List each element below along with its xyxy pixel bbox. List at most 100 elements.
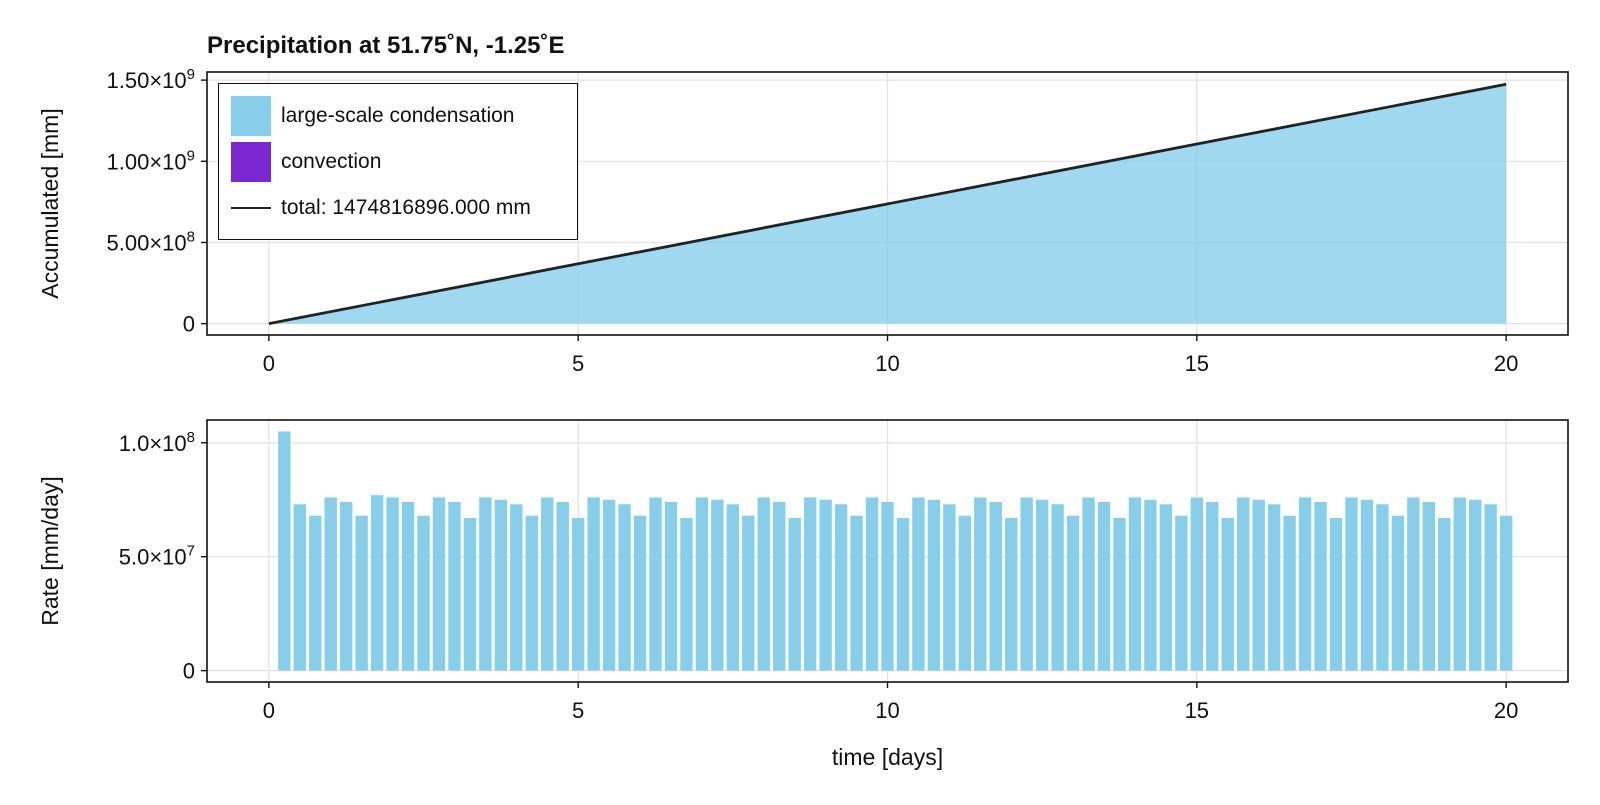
chart-title: Precipitation at 51.75˚N, -1.25˚E (207, 32, 565, 59)
bar (432, 497, 446, 671)
bar (649, 497, 662, 671)
bar (1051, 504, 1064, 671)
bar (494, 499, 508, 671)
bar (757, 497, 770, 671)
area-large-scale-condensation (268, 84, 1507, 324)
x-tick-label: 10 (875, 351, 899, 376)
x-tick-label: 15 (1185, 698, 1209, 723)
legend-item-total: total: 1474816896.000 mm (231, 188, 531, 228)
y-tick-label: 1.00×109 (107, 147, 195, 174)
bar (324, 497, 337, 671)
bar (989, 502, 1002, 671)
bar (1097, 502, 1111, 671)
bar (1453, 497, 1466, 671)
bar (865, 497, 879, 671)
bar (448, 502, 461, 671)
bar (1499, 515, 1513, 671)
bar (618, 504, 631, 671)
bar (541, 497, 554, 671)
x-tick-label: 20 (1494, 351, 1518, 376)
y-tick-label: 5.0×107 (119, 543, 195, 570)
bar (1345, 497, 1358, 671)
bar (571, 517, 585, 671)
legend-item-large-scale-condensation: large-scale condensation (231, 96, 514, 136)
legend-item-convection: convection (231, 142, 381, 182)
bar (1407, 497, 1420, 671)
y-tick-label: 0 (183, 312, 195, 337)
bar (340, 502, 353, 671)
legend-label: convection (281, 150, 382, 173)
bar (974, 497, 987, 671)
y-tick-label: 0 (183, 659, 195, 684)
bar (896, 517, 910, 671)
bar (1113, 517, 1126, 671)
bar (711, 499, 724, 671)
bar (1298, 497, 1312, 671)
bar (293, 504, 306, 671)
bar (773, 502, 786, 671)
x-tick-label: 10 (875, 698, 899, 723)
x-tick-label: 0 (263, 698, 275, 723)
bar (1128, 497, 1142, 671)
x-axis-label: time [days] (832, 744, 943, 770)
bar (1252, 499, 1265, 671)
bar (943, 504, 956, 671)
bar (1175, 515, 1188, 671)
bar (417, 515, 430, 671)
legend-line-total (231, 206, 271, 210)
bar (788, 517, 801, 671)
bar (1082, 497, 1095, 671)
bar (1221, 517, 1234, 671)
bar (633, 515, 647, 671)
bar (819, 499, 832, 671)
bar (834, 504, 848, 671)
bar (1376, 504, 1389, 671)
bar (881, 502, 894, 671)
bar (479, 497, 492, 671)
bar (1438, 517, 1451, 671)
y-axis-label: Rate [mm/day] (37, 476, 63, 626)
bar (803, 497, 817, 671)
bar (958, 515, 972, 671)
x-tick-label: 15 (1185, 351, 1209, 376)
bar (510, 504, 523, 671)
bar (370, 495, 384, 671)
bar (1237, 497, 1250, 671)
bar (401, 502, 415, 671)
legend-swatch-large-scale-condensation (231, 96, 271, 136)
bar (1159, 504, 1173, 671)
x-tick-label: 0 (263, 351, 275, 376)
bar (1329, 517, 1343, 671)
bar (1206, 502, 1219, 671)
bar (309, 515, 322, 671)
bar (742, 515, 755, 671)
bar (912, 497, 925, 671)
bar (602, 499, 616, 671)
bar (927, 499, 941, 671)
bar (525, 515, 538, 671)
bar (726, 504, 740, 671)
bar (695, 497, 709, 671)
plot-panel-1 (201, 419, 1569, 688)
bar (1283, 515, 1296, 671)
x-tick-label: 20 (1494, 698, 1518, 723)
bar (1314, 502, 1327, 671)
bar (1267, 504, 1281, 671)
line-total (268, 82, 1507, 326)
bar (1391, 515, 1405, 671)
bar (1484, 504, 1497, 671)
bar (680, 517, 693, 671)
legend-label: total: 1474816896.000 mm (281, 196, 531, 219)
bar (386, 497, 399, 671)
bar (355, 515, 368, 671)
bar (1005, 517, 1018, 671)
bar (1144, 499, 1157, 671)
bar (1020, 497, 1033, 671)
bar (1469, 499, 1482, 671)
legend-swatch-convection (231, 142, 271, 182)
bar (1190, 497, 1204, 671)
bar (587, 497, 600, 671)
y-tick-label: 1.50×109 (107, 66, 195, 93)
